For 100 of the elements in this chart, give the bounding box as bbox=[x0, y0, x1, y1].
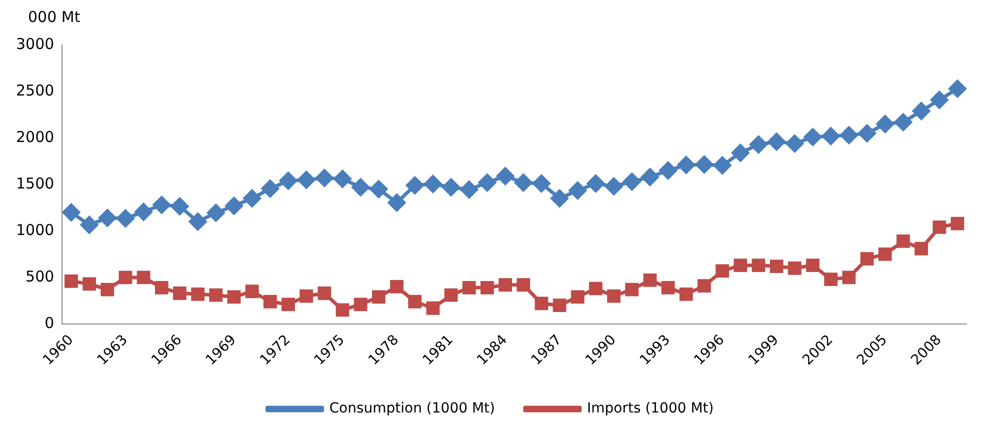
point bbox=[786, 134, 804, 152]
point bbox=[714, 156, 732, 174]
point bbox=[209, 288, 223, 302]
point bbox=[822, 127, 840, 145]
point bbox=[550, 190, 568, 208]
point bbox=[406, 176, 424, 194]
point bbox=[354, 298, 368, 312]
point bbox=[170, 198, 188, 216]
point bbox=[788, 261, 802, 275]
legend-label: Consumption (1000 Mt) bbox=[329, 400, 495, 417]
point bbox=[607, 289, 621, 303]
point bbox=[318, 286, 332, 300]
point bbox=[698, 279, 711, 293]
point bbox=[804, 128, 822, 146]
point bbox=[280, 172, 298, 190]
point bbox=[388, 194, 406, 212]
point bbox=[64, 274, 78, 288]
point bbox=[930, 91, 948, 109]
point bbox=[460, 180, 478, 198]
point bbox=[552, 298, 566, 312]
point bbox=[442, 178, 460, 196]
point bbox=[586, 174, 604, 192]
point bbox=[695, 156, 713, 174]
point bbox=[840, 126, 858, 144]
point bbox=[191, 287, 205, 301]
point bbox=[842, 270, 856, 284]
point bbox=[516, 278, 530, 292]
point bbox=[878, 247, 892, 261]
point bbox=[932, 220, 946, 234]
point bbox=[532, 174, 550, 192]
point bbox=[514, 174, 532, 192]
point bbox=[372, 290, 386, 304]
point bbox=[659, 162, 677, 180]
point bbox=[100, 282, 114, 296]
point bbox=[426, 301, 440, 315]
point bbox=[534, 296, 548, 310]
y-tick-label: 2500 bbox=[16, 81, 54, 100]
point bbox=[716, 264, 730, 278]
point bbox=[408, 294, 422, 308]
point bbox=[207, 204, 225, 222]
point bbox=[334, 170, 352, 188]
point bbox=[225, 197, 243, 215]
point bbox=[912, 102, 930, 120]
point bbox=[444, 288, 458, 302]
point bbox=[824, 272, 838, 286]
point bbox=[136, 270, 150, 284]
point bbox=[876, 115, 894, 133]
point bbox=[661, 280, 675, 294]
point bbox=[80, 216, 98, 234]
point bbox=[679, 287, 693, 301]
point bbox=[498, 278, 512, 292]
point bbox=[496, 167, 514, 185]
point bbox=[227, 290, 241, 304]
point bbox=[625, 282, 639, 296]
point bbox=[462, 280, 476, 294]
point bbox=[770, 260, 784, 273]
point bbox=[948, 80, 966, 98]
point bbox=[116, 210, 134, 228]
point bbox=[643, 274, 657, 287]
point bbox=[568, 182, 586, 200]
point bbox=[894, 113, 912, 131]
y-tick-label: 500 bbox=[26, 267, 54, 286]
y-tick-label: 3000 bbox=[16, 34, 54, 53]
point bbox=[860, 252, 874, 266]
point bbox=[641, 168, 659, 186]
point bbox=[154, 280, 168, 294]
point bbox=[752, 258, 766, 272]
point bbox=[390, 280, 404, 294]
point bbox=[173, 286, 186, 300]
y-tick-label: 0 bbox=[44, 314, 54, 332]
point bbox=[806, 258, 820, 272]
point bbox=[750, 136, 768, 154]
point bbox=[118, 270, 132, 284]
point bbox=[623, 172, 641, 190]
point bbox=[478, 174, 496, 192]
point bbox=[424, 175, 442, 193]
point bbox=[282, 298, 295, 312]
point bbox=[62, 204, 80, 222]
point bbox=[189, 212, 207, 230]
point bbox=[152, 196, 170, 214]
point bbox=[914, 242, 928, 256]
point bbox=[98, 209, 116, 227]
point bbox=[370, 180, 388, 198]
point bbox=[570, 290, 584, 304]
point bbox=[134, 203, 152, 221]
point bbox=[768, 132, 786, 150]
point bbox=[243, 190, 261, 208]
y-tick-label: 2000 bbox=[16, 128, 54, 146]
point bbox=[336, 303, 350, 317]
point bbox=[858, 124, 876, 142]
point bbox=[950, 216, 964, 230]
point bbox=[316, 169, 334, 187]
point bbox=[298, 171, 316, 189]
point bbox=[734, 258, 748, 272]
y-tick-label: 1000 bbox=[16, 220, 54, 239]
y-axis-title: 000 Mt bbox=[28, 8, 80, 26]
point bbox=[480, 280, 494, 294]
legend-label: Imports (1000 Mt) bbox=[586, 400, 714, 417]
point bbox=[261, 180, 279, 198]
y-tick-label: 1500 bbox=[16, 174, 54, 192]
